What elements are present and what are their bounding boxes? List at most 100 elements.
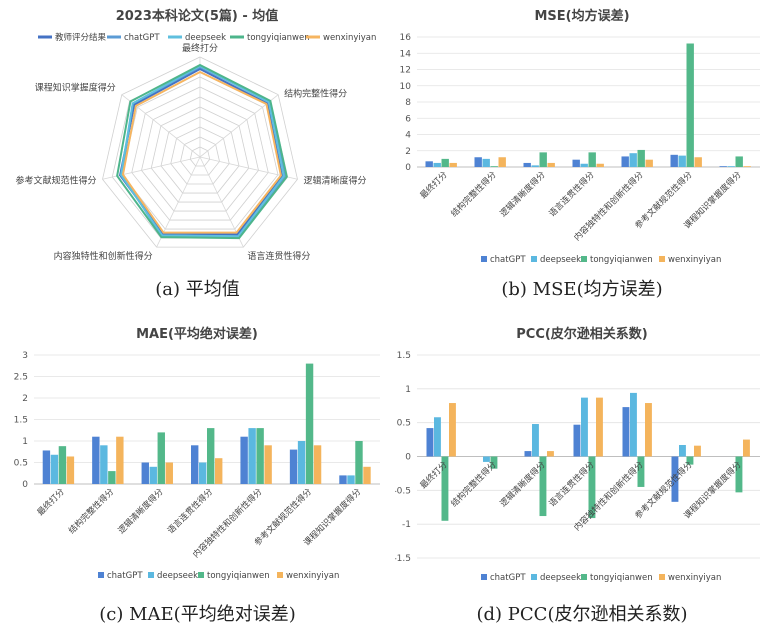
y-tick-label: 8 <box>405 98 411 108</box>
legend-swatch-2 <box>581 574 587 580</box>
y-tick-label: 0.5 <box>14 459 28 469</box>
chart-title: MSE(均方误差) <box>534 8 629 24</box>
legend-label-1: deepseek <box>157 571 198 581</box>
bar-deepseek-3 <box>199 462 207 484</box>
bar-deepseek-6 <box>347 475 355 484</box>
bar-wenxinyiyan-0 <box>449 403 456 457</box>
bar-wenxinyiyan-4 <box>264 445 272 484</box>
bar-deepseek-1 <box>482 158 490 167</box>
bar-wenxinyiyan-5 <box>313 445 322 484</box>
legend-label-2: deepseek <box>185 33 226 43</box>
x-tick-label-3: 语言连贯性得分 <box>547 169 597 219</box>
bar-tongyiqianwen-1 <box>490 166 498 167</box>
bar-tongyiqianwen-1 <box>108 471 116 484</box>
radar-gridline <box>189 146 211 167</box>
bar-deepseek-0 <box>434 417 441 457</box>
panel-d-pcc: PCC(皮尔逊相关系数) -1.5 -1 -0.5 0 0.5 1 1.5 最终打分 结构完整性得… <box>393 318 769 637</box>
bar-deepseek-2 <box>149 466 157 484</box>
y-tick-label: 1 <box>405 385 411 395</box>
bar-chatGPT-4 <box>622 407 630 457</box>
bar-tongyiqianwen-2 <box>157 432 165 484</box>
legend-swatch-0 <box>481 256 487 262</box>
legend-label-2: tongyiqianwen <box>207 571 270 581</box>
panel-a-radar: 2023本科论文(5篇) - 均值 教师评分结果 chatGPT deepseek to… <box>0 0 395 300</box>
radar-series-tongyiqianwen <box>116 63 288 240</box>
bar-wenxinyiyan-6 <box>743 166 751 167</box>
y-tick-label: -1 <box>402 520 411 530</box>
x-tick-label-1: 结构完整性得分 <box>449 459 499 509</box>
caption-b: (b) MSE(均方误差) <box>501 279 663 300</box>
chart-title: PCC(皮尔逊相关系数) <box>516 326 648 342</box>
bar-wenxinyiyan-3 <box>596 397 603 457</box>
legend-label-2: tongyiqianwen <box>590 573 653 583</box>
y-tick-label: 2 <box>405 147 411 157</box>
bar-deepseek-6 <box>727 166 735 167</box>
legend-label-1: deepseek <box>540 255 581 265</box>
bar-deepseek-4 <box>629 153 637 167</box>
y-tick-label: -1.5 <box>395 554 411 564</box>
y-tick-label: 4 <box>405 131 411 141</box>
radar-axis-label-3: 语言连贯性得分 <box>247 250 310 262</box>
legend-swatch-2 <box>581 256 587 262</box>
bar-deepseek-2 <box>531 165 539 167</box>
y-tick-label: 14 <box>400 49 412 59</box>
radar-gridline <box>121 76 279 230</box>
bar-chatGPT-5 <box>670 154 678 167</box>
bar-tongyiqianwen-2 <box>539 152 547 167</box>
bar-chatGPT-6 <box>339 475 347 484</box>
bar-chatGPT-2 <box>141 462 149 484</box>
bar-chatGPT-0 <box>425 161 433 167</box>
bar-wenxinyiyan-4 <box>645 159 653 167</box>
bar-deepseek-4 <box>248 428 256 484</box>
legend-label-0: chatGPT <box>490 573 526 583</box>
bar-wenxinyiyan-5 <box>694 157 702 167</box>
radar-gridline <box>170 126 230 185</box>
radar-axis-label-1: 结构完整性得分 <box>284 88 347 100</box>
radar-axis-label-5: 参考文献规范性得分 <box>15 174 96 186</box>
caption-c: (c) MAE(平均绝对误差) <box>99 604 296 625</box>
radar-gridline <box>131 86 269 221</box>
bar-chatGPT-1 <box>92 436 100 484</box>
legend-label-3: wenxinyiyan <box>668 573 721 583</box>
x-tick-label-2: 逻辑清晰度得分 <box>498 169 548 219</box>
bar-deepseek-4 <box>630 392 637 457</box>
radar-gridline <box>160 116 240 194</box>
x-tick-label-2: 逻辑清晰度得分 <box>116 486 166 536</box>
bar-deepseek-3 <box>580 163 588 167</box>
bar-tongyiqianwen-1 <box>490 456 498 469</box>
bar-chatGPT-0 <box>426 428 434 457</box>
y-tick-label: 6 <box>405 114 411 124</box>
bar-wenxinyiyan-6 <box>363 466 371 484</box>
x-tick-label-3: 语言连贯性得分 <box>165 486 215 536</box>
bar-deepseek-0 <box>433 162 441 167</box>
x-tick-label-0: 最终打分 <box>35 486 67 518</box>
radar-axis-label-4: 内容独特性和创新性得分 <box>54 250 153 262</box>
bar-tongyiqianwen-6 <box>735 156 743 167</box>
x-tick-label-1: 结构完整性得分 <box>449 169 499 219</box>
radar-axis-label-6: 课程知识掌握度得分 <box>35 82 116 94</box>
legend-swatch-0 <box>481 574 487 580</box>
legend-swatch-0 <box>98 572 104 578</box>
bar-deepseek-1 <box>483 456 490 462</box>
legend-label-2: tongyiqianwen <box>590 255 653 265</box>
bar-wenxinyiyan-1 <box>116 436 124 484</box>
legend-swatch-1 <box>148 572 154 578</box>
legend-label-3: wenxinyiyan <box>668 255 721 265</box>
bar-chatGPT-2 <box>524 451 532 457</box>
bar-tongyiqianwen-2 <box>539 456 547 517</box>
y-tick-label: 0 <box>405 453 411 463</box>
bar-deepseek-2 <box>532 424 539 457</box>
radar-series-wenxinyiyan <box>121 70 282 234</box>
chart-title: 2023本科论文(5篇) - 均值 <box>116 8 279 24</box>
y-tick-label: 1 <box>22 437 28 447</box>
y-tick-label: 10 <box>400 82 412 92</box>
bar-tongyiqianwen-6 <box>355 441 363 484</box>
bar-wenxinyiyan-4 <box>645 403 652 457</box>
bar-deepseek-5 <box>679 444 686 457</box>
bar-chatGPT-4 <box>240 436 248 484</box>
legend-label-3: wenxinyiyan <box>286 571 339 581</box>
bar-wenxinyiyan-2 <box>547 162 555 167</box>
bar-chatGPT-1 <box>474 157 482 167</box>
